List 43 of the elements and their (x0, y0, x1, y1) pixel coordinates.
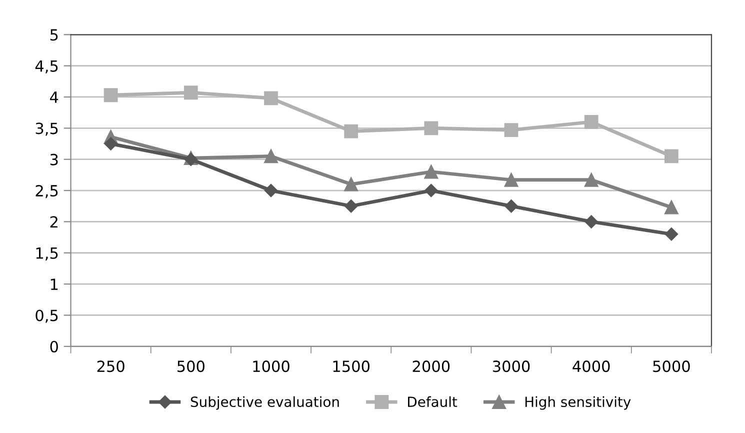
point (504, 200, 518, 213)
x-tick-label: 1500 (333, 360, 370, 372)
y-tick-label: 2 (50, 216, 58, 228)
point (344, 124, 358, 138)
y-tick-label: 3,5 (36, 122, 58, 136)
point (104, 137, 118, 150)
y-tick-label: 5 (50, 29, 58, 41)
point (584, 215, 598, 228)
legend-label: High sensitivity (525, 396, 631, 410)
x-tick-label: 250 (97, 360, 124, 372)
y-tick-label: 1,5 (36, 248, 58, 260)
point (504, 172, 518, 187)
y-tick-label: 2,5 (36, 184, 58, 198)
point (344, 200, 358, 213)
x-tick-label: 1000 (253, 360, 290, 372)
point (344, 177, 358, 192)
y-tick-label: 0 (50, 340, 58, 352)
y-tick-label: 1 (50, 278, 58, 290)
point (424, 164, 438, 179)
point (184, 86, 198, 100)
point (584, 114, 598, 129)
point (584, 172, 598, 187)
x-tick-label: 4000 (572, 360, 610, 372)
point (264, 184, 278, 198)
point (664, 149, 678, 164)
y-tick-label: 4 (50, 92, 58, 103)
y-tick-label: 0,5 (36, 310, 58, 323)
x-tick-label: 3000 (492, 360, 530, 372)
y-tick-label: 3 (50, 154, 58, 166)
point (104, 88, 118, 102)
legend-label: Default (408, 396, 458, 408)
x-tick-label: 500 (178, 360, 204, 372)
point (504, 123, 518, 137)
point (664, 200, 678, 214)
x-tick-label: 5000 (653, 360, 690, 372)
point (664, 228, 678, 241)
point (424, 121, 438, 136)
point (424, 184, 438, 198)
legend-label: Subjective evaluation (190, 396, 339, 410)
point (264, 91, 278, 106)
x-tick-label: 2000 (412, 360, 450, 372)
y-tick-label: 4,5 (35, 60, 58, 74)
point (264, 149, 278, 164)
